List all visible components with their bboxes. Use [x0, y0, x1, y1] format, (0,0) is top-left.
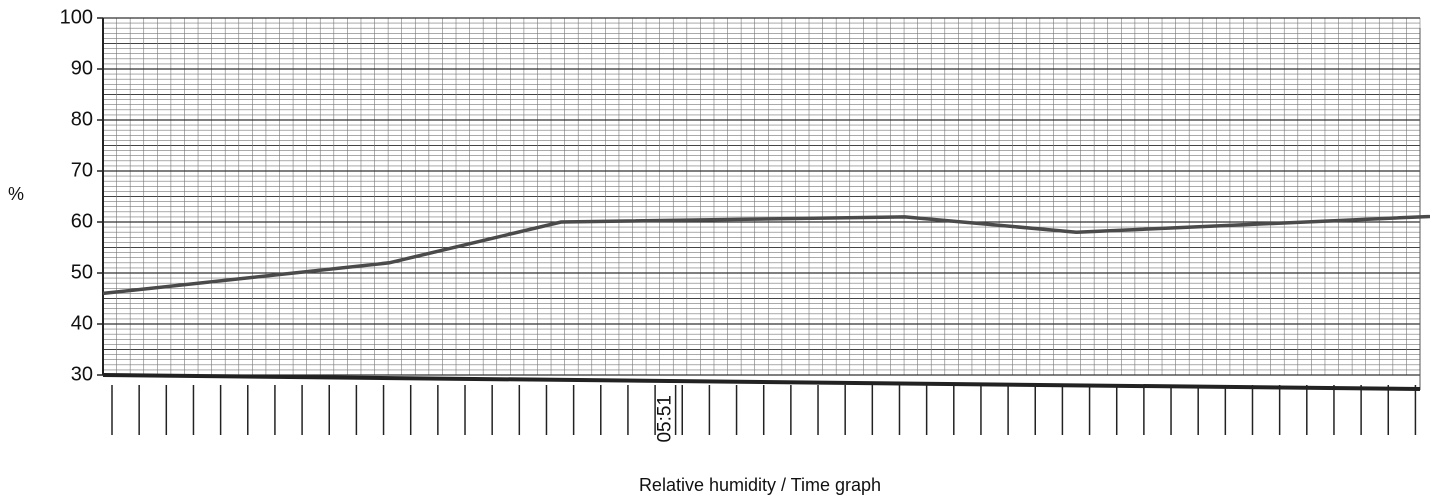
y-tick-label: 40	[71, 312, 93, 334]
chart-title: Relative humidity / Time graph	[639, 475, 881, 495]
y-tick-label: 50	[71, 261, 93, 283]
y-axis-label: %	[8, 184, 24, 204]
x-tick-label: 05:51	[655, 395, 676, 443]
y-tick-label: 30	[71, 363, 93, 385]
graph-paper	[102, 17, 1421, 376]
y-tick-label: 60	[71, 210, 93, 232]
x-axis	[102, 373, 1421, 391]
y-tick-label: 80	[71, 108, 93, 130]
y-tick-label: 100	[60, 6, 93, 28]
y-tick-label: 90	[71, 57, 93, 79]
humidity-line	[102, 214, 1430, 296]
y-tick-label: 70	[71, 159, 93, 181]
